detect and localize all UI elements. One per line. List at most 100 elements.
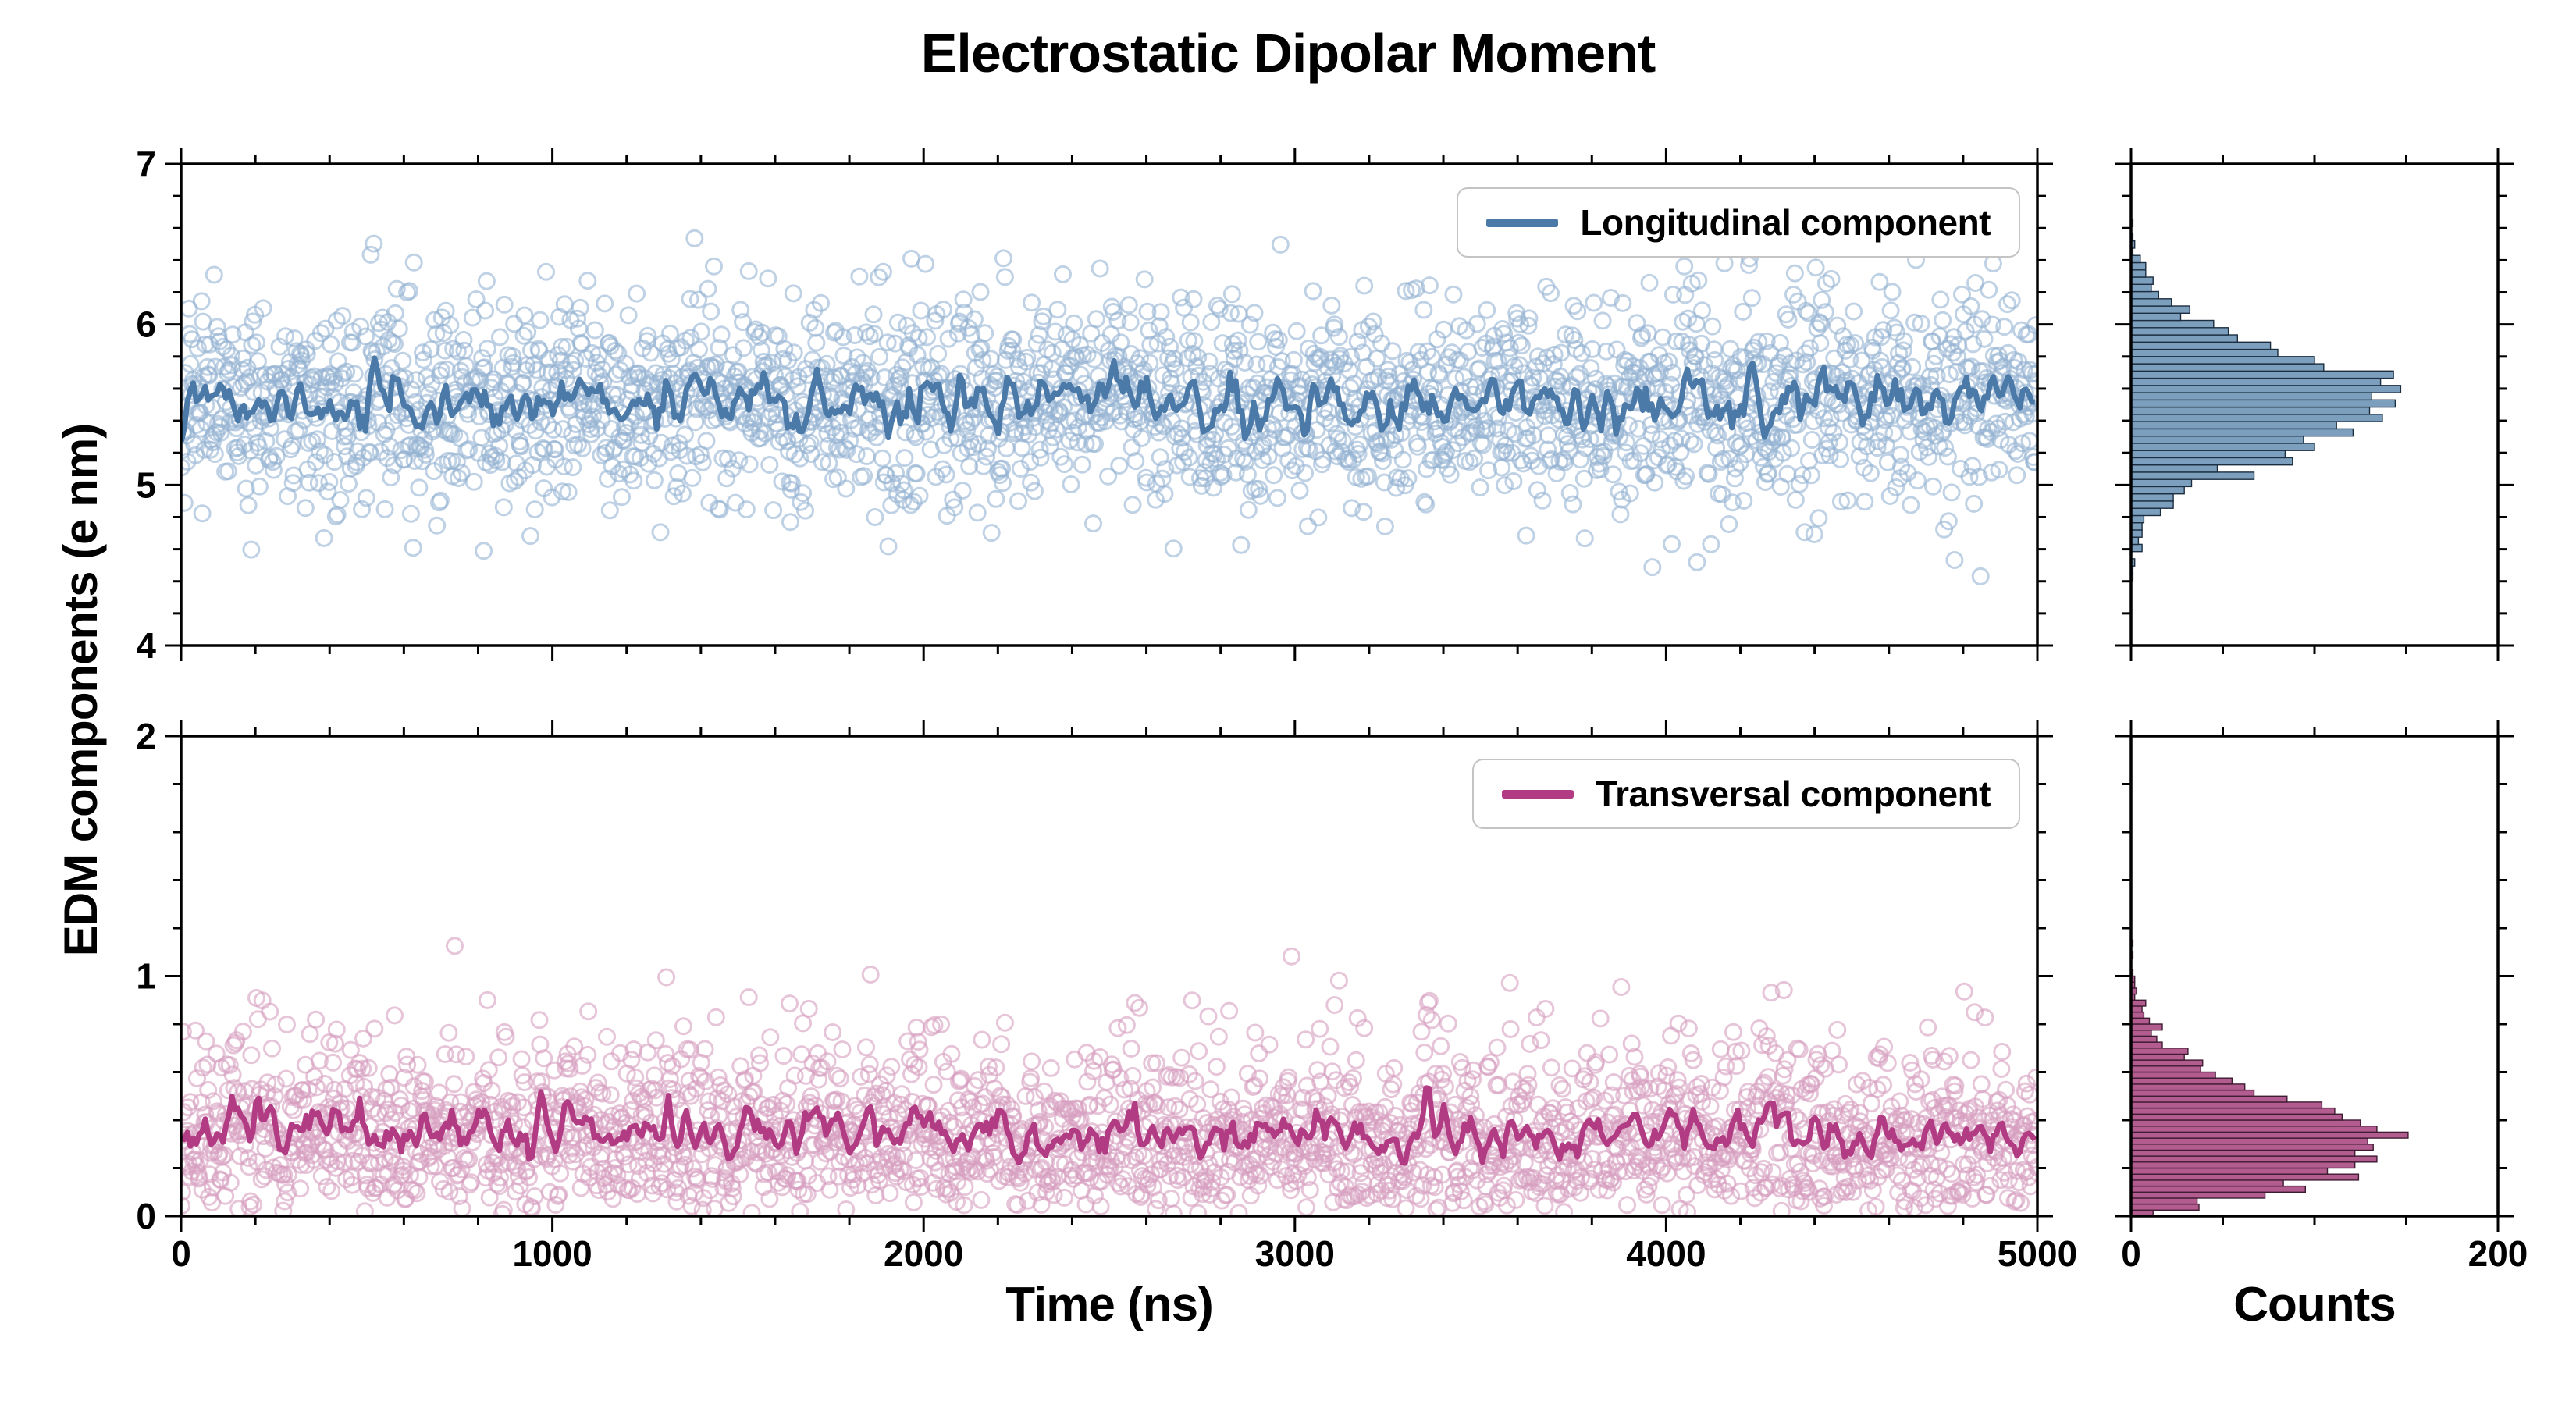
scatter-point [1828, 1020, 1847, 1039]
scatter-point [494, 1200, 513, 1216]
scatter-point [617, 418, 636, 436]
scatter-point [1387, 478, 1406, 497]
scatter-point [337, 362, 356, 381]
scatter-point [1002, 1100, 1021, 1119]
y-tick-label: 6 [136, 304, 156, 345]
scatter-point [1023, 293, 1041, 312]
scatter-point [1236, 354, 1254, 372]
scatter-point [2020, 432, 2037, 450]
scatter-point [312, 1167, 331, 1186]
scatter-point [1354, 503, 1373, 521]
scatter-point [554, 457, 573, 476]
scatter-point [1524, 368, 1542, 387]
hist-bar [2130, 261, 2147, 271]
scatter-point [1030, 1112, 1049, 1131]
scatter-point [1631, 358, 1649, 377]
scatter-point [945, 498, 964, 517]
scatter-point [1329, 328, 1348, 347]
scatter-point [1923, 1051, 1942, 1069]
scatter-point [1322, 414, 1340, 432]
scatter-point [476, 301, 494, 320]
scatter-point [794, 1014, 813, 1033]
scatter-point [882, 1058, 901, 1076]
scatter-point [411, 1152, 429, 1171]
scatter-point [1201, 1080, 1220, 1099]
scatter-point [918, 328, 936, 347]
scatter-point [1564, 297, 1583, 315]
scatter-point [279, 1183, 297, 1202]
scatter-point [1315, 1149, 1333, 1168]
scatter-point [583, 407, 602, 426]
scatter-point [818, 1052, 837, 1071]
scatter-point [1183, 991, 1201, 1010]
scatter-point [416, 1072, 434, 1091]
scatter-point [365, 234, 383, 253]
scatter-point [1603, 1086, 1621, 1104]
scatter-point [1838, 491, 1857, 510]
scatter-point [1322, 296, 1341, 315]
scatter-point [1161, 1167, 1179, 1185]
scatter-point [1984, 315, 2001, 334]
scatter-point [1099, 467, 1118, 486]
scatter-point [1037, 403, 1055, 422]
scatter-point [1206, 425, 1224, 444]
scatter-point [994, 249, 1012, 268]
mean-line [181, 355, 2035, 442]
scatter-point [820, 1180, 839, 1199]
scatter-point [1383, 1190, 1402, 1208]
scatter-point [979, 439, 997, 458]
scatter-point [1468, 315, 1486, 333]
scatter-point [1637, 1186, 1656, 1204]
scatter-point [543, 488, 561, 507]
scatter-point [323, 422, 342, 440]
scatter-point [503, 347, 522, 365]
scatter-point [1650, 363, 1669, 382]
scatter-point [874, 473, 893, 492]
scatter-point [705, 257, 723, 276]
scatter-point [1055, 1188, 1073, 1207]
scatter-point [653, 1146, 672, 1165]
scatter-point [556, 361, 575, 379]
scatter-point [440, 1183, 459, 1201]
scatter-point [1774, 1066, 1792, 1085]
scatter-point [1790, 475, 1809, 493]
scatter-point [1536, 1000, 1555, 1018]
scatter-point [639, 1043, 657, 1062]
scatter-point [675, 425, 694, 444]
scatter-point [1414, 301, 1433, 319]
scatter-point [1379, 361, 1397, 379]
scatter-point [692, 322, 710, 341]
scatter-point [1279, 1068, 1298, 1087]
scatter-point [1069, 1099, 1087, 1118]
scatter-point [1135, 270, 1154, 289]
scatter-point [824, 1023, 842, 1041]
scatter-point [222, 347, 240, 365]
scatter-point [1983, 463, 2001, 482]
scatter-point [1612, 978, 1631, 996]
scatter-point [1384, 1075, 1403, 1094]
scatter-point [820, 454, 838, 472]
scatter-point [965, 310, 984, 329]
scatter-point [1831, 493, 1850, 511]
scatter-point [1568, 302, 1587, 321]
scatter-point [674, 1017, 692, 1036]
scatter-point [1753, 1036, 1772, 1055]
scatter-point [1091, 1197, 1110, 1216]
scatter-point [980, 1160, 999, 1179]
scatter-point [1679, 1019, 1698, 1038]
scatter-point [1711, 1040, 1730, 1058]
scatter-point [1444, 285, 1463, 304]
scatter-point [1510, 333, 1528, 352]
hist-bar [2130, 428, 2354, 437]
scatter-point [1998, 295, 2016, 314]
scatter-point [1043, 343, 1062, 362]
scatter-point [1645, 1147, 1663, 1165]
scatter-point [1112, 1177, 1130, 1196]
scatter-point [1078, 1072, 1097, 1091]
scatter-point [1905, 313, 1924, 332]
scatter-point [857, 1038, 875, 1057]
scatter-point [1878, 1054, 1897, 1072]
scatter-point [1055, 455, 1073, 474]
scatter-point [1960, 468, 1979, 486]
scatter-point [1884, 424, 1903, 443]
